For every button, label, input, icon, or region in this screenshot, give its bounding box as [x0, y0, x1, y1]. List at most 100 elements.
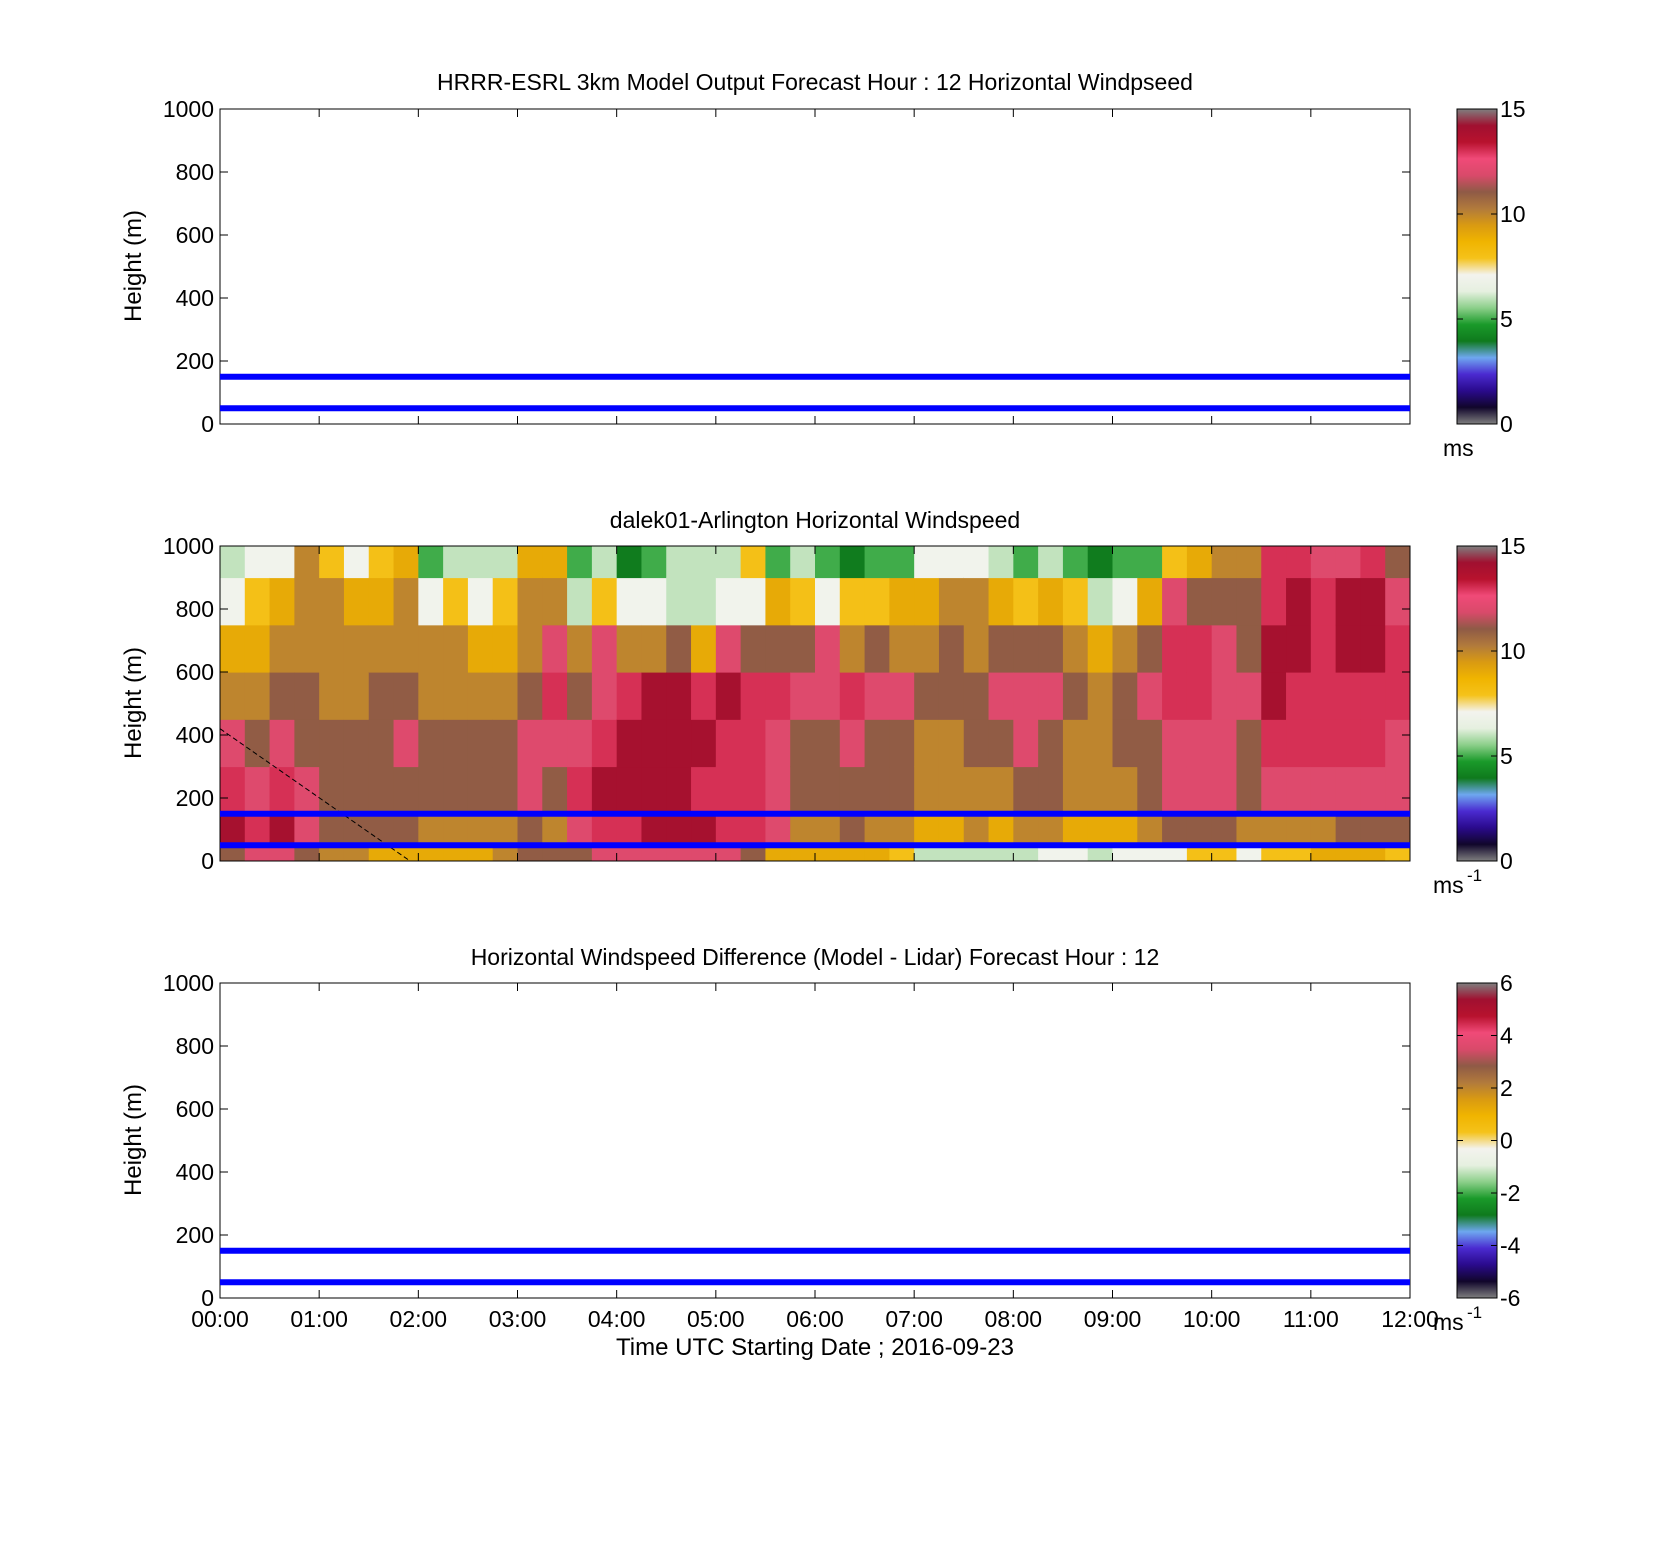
heatmap-cell [889, 546, 915, 579]
heatmap-cell [492, 577, 519, 626]
heatmap-cell [542, 624, 568, 673]
colorbar-tick-label: 2 [1500, 1075, 1513, 1101]
heatmap-cell [889, 719, 915, 768]
panel-lidar-dashed-line [219, 728, 411, 862]
heatmap-cell [988, 845, 1014, 861]
heatmap-cell [1286, 719, 1312, 768]
heatmap-cell [1236, 813, 1262, 846]
heatmap-cell [815, 546, 841, 579]
heatmap-cell [616, 577, 643, 626]
heatmap-cell [1062, 546, 1089, 579]
heatmap-cell [443, 546, 469, 579]
heatmap-cell [815, 624, 841, 673]
heatmap-cell [839, 624, 866, 673]
colorbar-tick-label: 5 [1500, 306, 1513, 332]
heatmap-cell [839, 546, 866, 579]
heatmap-cell [1087, 577, 1114, 626]
heatmap-cell [839, 719, 866, 768]
heatmap-cell [319, 577, 345, 626]
panel-lidar-title: dalek01-Arlington Horizontal Windspeed [610, 507, 1020, 533]
heatmap-cell [1162, 672, 1188, 720]
heatmap-cell [815, 577, 841, 626]
heatmap-cell [790, 624, 816, 673]
heatmap-cell [715, 624, 742, 673]
heatmap-cell [839, 845, 866, 861]
heatmap-cell [393, 813, 419, 846]
x-tick-label: 00:00 [191, 1306, 249, 1332]
heatmap-cell [269, 719, 295, 768]
heatmap-cell [492, 624, 519, 673]
heatmap-cell [418, 577, 444, 626]
heatmap-cell [740, 719, 767, 768]
heatmap-cell [1360, 766, 1386, 815]
y-tick-label: 400 [176, 722, 214, 748]
heatmap-cell [368, 672, 395, 720]
heatmap-cell [963, 766, 990, 815]
heatmap-cell [1236, 766, 1262, 815]
panel-difference-colorbar: -6 -4 -2 0 2 4 6 ms -1 [1433, 970, 1521, 1335]
y-tick-label: 800 [176, 1033, 214, 1059]
heatmap-cell [641, 845, 667, 861]
heatmap-cell [517, 813, 543, 846]
heatmap-cell [1062, 577, 1089, 626]
heatmap-cell [1013, 813, 1039, 846]
heatmap-cell [691, 719, 717, 768]
heatmap-cell [492, 813, 519, 846]
colorbar-tick-label: 15 [1500, 96, 1526, 122]
heatmap-cell [914, 719, 940, 768]
heatmap-cell [1360, 845, 1386, 861]
heatmap-cell [616, 845, 643, 861]
heatmap-cell [368, 624, 395, 673]
heatmap-cell [963, 845, 990, 861]
heatmap-cell [220, 546, 246, 579]
heatmap-cell [294, 577, 320, 626]
colorbar-tick-label: 15 [1500, 533, 1526, 559]
heatmap-cell [1261, 813, 1287, 846]
heatmap-cell [220, 845, 246, 861]
heatmap-cell [269, 813, 295, 846]
heatmap-cell [914, 672, 940, 720]
heatmap-cell [591, 766, 618, 815]
x-tick-label: 08:00 [985, 1306, 1043, 1332]
heatmap-cell [1211, 719, 1238, 768]
heatmap-cell [567, 813, 593, 846]
panel-lidar: dalek01-Arlington Horizontal Windspeed 0… [120, 507, 1526, 898]
heatmap-cell [492, 546, 519, 579]
heatmap-cell [765, 672, 791, 720]
heatmap-cell [765, 624, 791, 673]
heatmap-cell [368, 766, 395, 815]
heatmap-cell [864, 624, 890, 673]
heatmap-cell [740, 766, 767, 815]
heatmap-cell [244, 813, 271, 846]
heatmap-cell [691, 845, 717, 861]
heatmap-cell [591, 845, 618, 861]
heatmap-cell [1038, 546, 1064, 579]
colorbar-tick-label: 5 [1500, 743, 1513, 769]
heatmap-cell [988, 546, 1014, 579]
heatmap-cell [418, 766, 444, 815]
heatmap-cell [740, 845, 767, 861]
heatmap-cell [815, 766, 841, 815]
heatmap-cell [542, 719, 568, 768]
heatmap-cell [1062, 845, 1089, 861]
colorbar-tick-label: -6 [1500, 1285, 1520, 1311]
heatmap-cell [1310, 672, 1337, 720]
heatmap-cell [220, 624, 246, 673]
heatmap-cell [269, 577, 295, 626]
heatmap-cell [1062, 624, 1089, 673]
colorbar-tick-label: 10 [1500, 201, 1526, 227]
heatmap-cell [319, 719, 345, 768]
heatmap-cell [418, 546, 444, 579]
heatmap-cell [1038, 577, 1064, 626]
heatmap-cell [765, 766, 791, 815]
y-tick-label: 200 [176, 348, 214, 374]
heatmap-cell [319, 624, 345, 673]
colorbar-tick-label: -2 [1500, 1180, 1520, 1206]
heatmap-cell [244, 845, 271, 861]
heatmap-cell [938, 813, 965, 846]
heatmap-cell [517, 672, 543, 720]
colorbar-tick-label: 4 [1500, 1023, 1513, 1049]
heatmap-cell [418, 719, 444, 768]
heatmap-cell [1038, 624, 1064, 673]
heatmap-cell [244, 766, 271, 815]
